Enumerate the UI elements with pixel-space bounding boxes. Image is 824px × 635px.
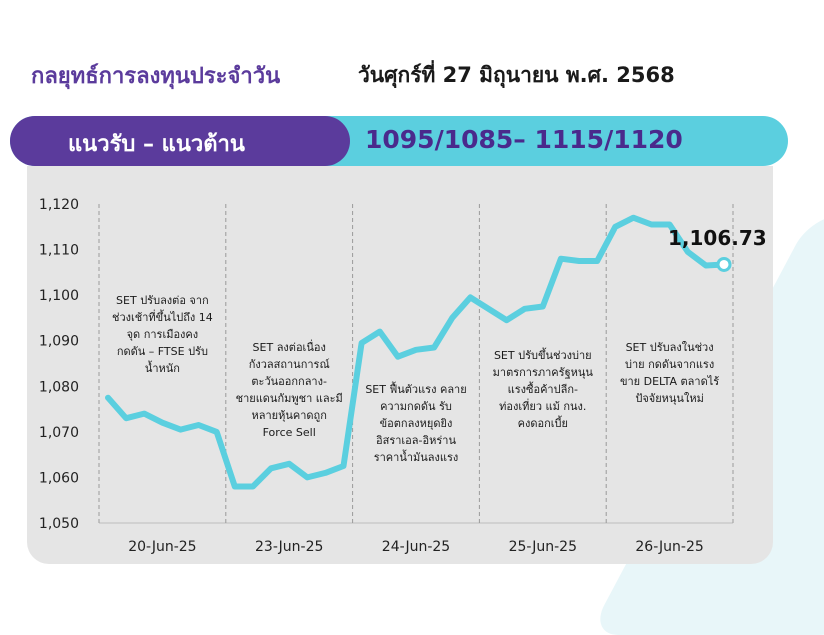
- y-tick-label: 1,110: [39, 243, 79, 259]
- set-index-chart: 1,050 1,060 1,070 1,080 1,090 1,100 1,110 1,120…: [39, 197, 734, 555]
- session-annotation: SET ปรับขึ้นช่วงบ่าย มาตรการภาครัฐหนุน แ…: [492, 349, 593, 430]
- y-tick-label: 1,090: [39, 334, 79, 350]
- session-annotation: SET ปรับลงในช่วง บ่าย กดดันจากแรง ขาย DE…: [619, 341, 720, 405]
- chart-panel: [27, 166, 773, 564]
- x-tick-label: 25-Jun-25: [509, 539, 577, 555]
- session-annotation: SET ลงต่อเนื่อง กังวลสถานการณ์ ตะวันออกก…: [235, 341, 343, 439]
- session-annotation: SET ปรับลงต่อ จาก ช่วงเช้าที่ขึ้นไปถึง 1…: [112, 294, 213, 375]
- y-tick-label: 1,060: [39, 470, 79, 486]
- x-tick-label: 20-Jun-25: [128, 539, 196, 555]
- series-line: [105, 214, 727, 490]
- band-label-box: แนวรับ – แนวต้าน: [10, 116, 350, 166]
- x-tick-label: 23-Jun-25: [255, 539, 323, 555]
- y-tick-label: 1,080: [39, 379, 79, 395]
- support-resistance-band: แนวรับ – แนวต้าน 1095/1085– 1115/1120: [10, 116, 788, 166]
- y-tick-label: 1,070: [39, 425, 79, 441]
- x-tick-label: 24-Jun-25: [382, 539, 450, 555]
- last-point-marker: [716, 256, 732, 272]
- y-tick-label: 1,120: [39, 197, 79, 213]
- y-tick-label: 1,050: [39, 516, 79, 532]
- x-tick-label: 26-Jun-25: [635, 539, 703, 555]
- last-value-label: 1,106.73: [668, 226, 767, 250]
- support-resistance-value: 1095/1085– 1115/1120: [365, 125, 683, 154]
- session-annotation: SET ฟื้นตัวแรง คลาย ความกดดัน รับ ข้อตกล…: [365, 383, 467, 464]
- band-label: แนวรับ – แนวต้าน: [68, 132, 245, 157]
- report-date: วันศุกร์ที่ 27 มิถุนายน พ.ศ. 2568: [358, 63, 675, 87]
- page-title: กลยุทธ์การลงทุนประจำวัน: [31, 64, 281, 89]
- y-tick-label: 1,100: [39, 288, 79, 304]
